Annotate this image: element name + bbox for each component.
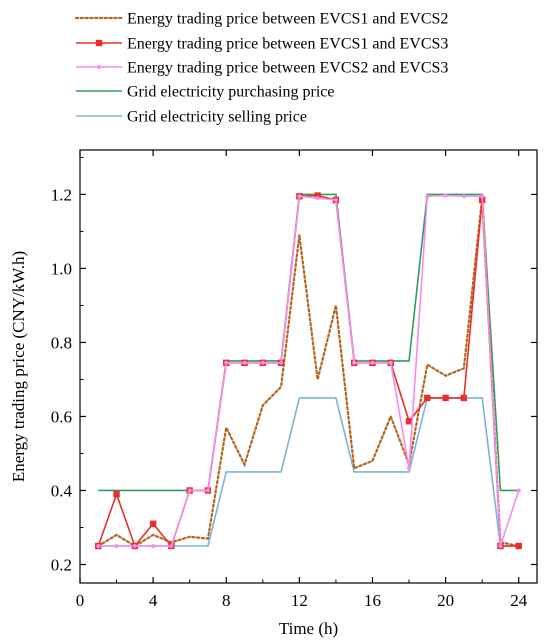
y-tick-label: 1.0 xyxy=(51,259,72,278)
y-tick-label: 0.4 xyxy=(51,481,73,500)
data-point xyxy=(187,488,192,493)
legend-item: Energy trading price between EVCS2 and E… xyxy=(76,60,448,77)
y-axis-title: Energy trading price (CNY/kW.h) xyxy=(9,251,28,482)
data-point xyxy=(498,543,503,548)
series-line xyxy=(97,194,519,548)
legend: Energy trading price between EVCS1 and E… xyxy=(74,11,448,126)
series-3 xyxy=(96,193,521,548)
series-line xyxy=(98,193,519,492)
data-point xyxy=(352,360,357,365)
data-point xyxy=(205,488,210,493)
series-line xyxy=(98,397,519,547)
data-point xyxy=(516,488,521,493)
x-tick-label: 4 xyxy=(149,591,158,610)
data-point xyxy=(405,418,413,425)
data-point xyxy=(151,543,156,548)
data-point xyxy=(113,490,120,498)
legend-item: Energy trading price between EVCS1 and E… xyxy=(76,36,448,53)
legend-item: Grid electricity purchasing price xyxy=(76,84,334,101)
data-point xyxy=(260,360,265,365)
x-tick-label: 20 xyxy=(437,591,454,610)
x-tick-label: 12 xyxy=(291,591,308,610)
legend-item: Grid electricity selling price xyxy=(76,109,307,126)
series-5 xyxy=(98,397,519,547)
data-point xyxy=(224,360,229,365)
series-1 xyxy=(97,197,520,548)
y-tick-label: 1.2 xyxy=(51,185,72,204)
data-point xyxy=(443,193,448,198)
x-tick-label: 0 xyxy=(76,591,85,610)
data-point xyxy=(442,394,449,402)
legend-label: Energy trading price between EVCS2 and E… xyxy=(127,60,448,77)
data-point xyxy=(297,194,302,199)
legend-marker xyxy=(97,65,101,69)
data-point xyxy=(169,543,174,548)
data-point xyxy=(132,543,137,548)
axes xyxy=(79,149,538,584)
legend-label: Grid electricity purchasing price xyxy=(127,84,334,101)
x-axis-title: Time (h) xyxy=(279,619,338,638)
series-layer xyxy=(95,192,522,550)
data-point xyxy=(279,360,284,365)
data-point xyxy=(460,394,468,402)
data-point xyxy=(314,192,321,199)
legend-label: Grid electricity selling price xyxy=(127,109,307,126)
x-tick-label: 24 xyxy=(510,591,528,610)
data-point xyxy=(242,360,247,365)
legend-label: Energy trading price between EVCS1 and E… xyxy=(127,36,448,53)
data-point xyxy=(114,543,119,548)
legend-marker xyxy=(95,39,103,47)
data-point xyxy=(425,194,430,199)
y-tick-label: 0.8 xyxy=(51,333,72,352)
data-point xyxy=(149,520,157,527)
data-point xyxy=(333,197,338,202)
series-line xyxy=(97,197,520,548)
data-point xyxy=(424,394,431,402)
data-point xyxy=(370,360,375,365)
tick-labels: 0 4 8 12 16 20 24 0.2 0.4 0.6 0.8 1.0 1.2 xyxy=(51,185,528,610)
series-line xyxy=(98,194,520,547)
y-tick-label: 0.6 xyxy=(51,407,72,426)
data-point xyxy=(96,543,101,548)
data-point xyxy=(461,194,466,199)
data-point xyxy=(480,194,485,199)
y-tick-label: 0.2 xyxy=(51,555,72,574)
data-point xyxy=(515,542,522,550)
x-tick-label: 8 xyxy=(222,591,231,610)
series-4 xyxy=(98,193,519,492)
data-point xyxy=(315,196,320,201)
data-point xyxy=(407,466,412,471)
x-tick-label: 16 xyxy=(364,591,381,610)
plot-frame xyxy=(79,149,538,584)
legend-label: Energy trading price between EVCS1 and E… xyxy=(127,11,448,28)
data-point xyxy=(388,360,393,365)
legend-item: Energy trading price between EVCS1 and E… xyxy=(74,11,448,28)
